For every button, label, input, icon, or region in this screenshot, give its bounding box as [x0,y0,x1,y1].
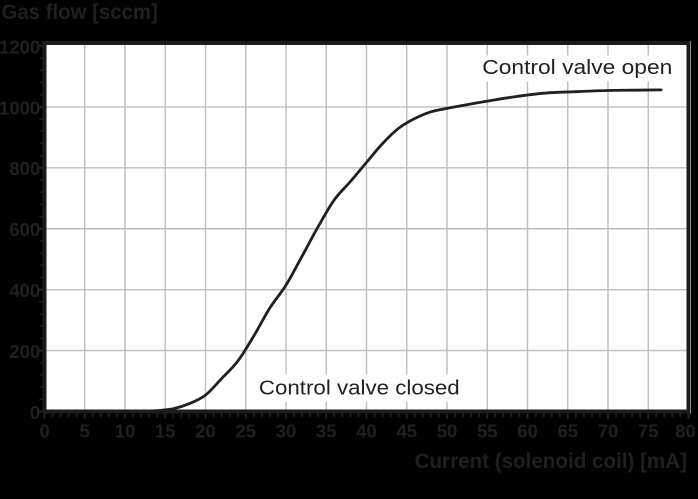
svg-text:15: 15 [155,421,176,442]
svg-text:45: 45 [397,421,418,442]
svg-text:600: 600 [9,219,40,240]
svg-text:5: 5 [80,421,90,442]
svg-text:Control valve closed: Control valve closed [259,378,460,400]
svg-text:Gas flow [sccm]: Gas flow [sccm] [2,1,158,24]
svg-text:1200: 1200 [0,36,40,57]
svg-text:20: 20 [195,421,216,442]
svg-text:80: 80 [675,421,696,442]
svg-text:0: 0 [30,402,40,423]
svg-text:65: 65 [558,421,579,442]
svg-text:75: 75 [638,421,659,442]
svg-text:400: 400 [9,280,40,301]
svg-text:10: 10 [115,421,136,442]
svg-text:800: 800 [9,158,40,179]
svg-text:25: 25 [236,421,257,442]
svg-text:55: 55 [477,421,498,442]
svg-text:70: 70 [598,421,619,442]
svg-text:1000: 1000 [0,97,40,118]
svg-text:50: 50 [437,421,458,442]
svg-text:35: 35 [316,421,337,442]
svg-text:40: 40 [356,421,377,442]
svg-text:Control valve open: Control valve open [482,57,672,79]
svg-text:Current (solenoid coil) [mA]: Current (solenoid coil) [mA] [415,450,687,473]
svg-text:60: 60 [517,421,538,442]
svg-text:200: 200 [9,341,40,362]
svg-text:30: 30 [276,421,297,442]
svg-text:0: 0 [39,421,49,442]
